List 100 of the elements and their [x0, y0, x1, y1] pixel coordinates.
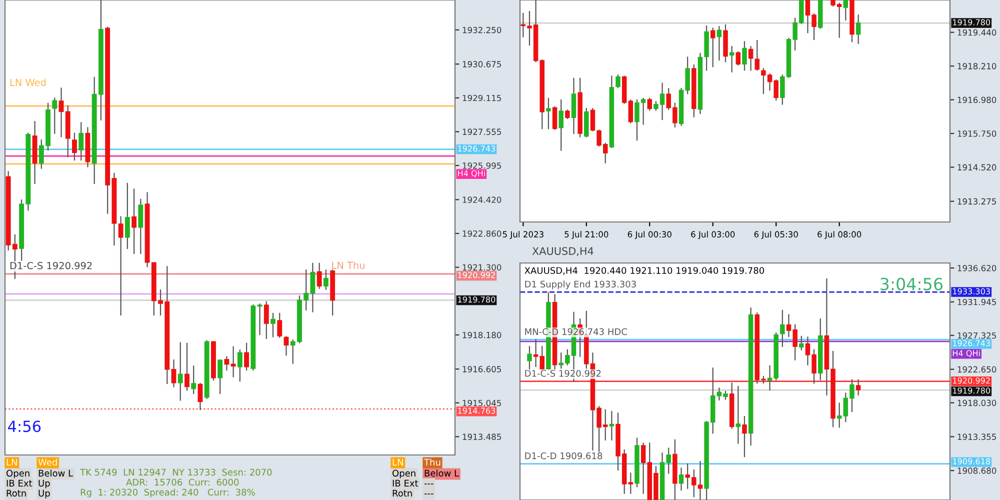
y-tick-label: 1908.680 — [958, 468, 996, 474]
text: Rotn — [392, 490, 412, 497]
text: Wed — [38, 458, 57, 466]
y-tick-label: 1930.675 — [462, 61, 501, 68]
candlestick — [628, 472, 634, 494]
candlestick — [72, 132, 77, 161]
candlestick — [558, 99, 564, 151]
candlestick — [218, 360, 223, 394]
y-tick-label: 1922.650 — [958, 366, 996, 373]
annotation: 4:56 — [8, 420, 41, 432]
x-tick-label: 5 Jul 21:00 — [564, 231, 608, 240]
ref-line-label: 1933.303 — [953, 288, 990, 294]
candlestick — [856, 14, 861, 44]
candlestick — [237, 350, 242, 382]
annotation: MN-C-D 1926.743 HDC — [525, 328, 627, 336]
text: Below L — [424, 470, 460, 477]
candlestick — [742, 41, 747, 71]
ref-line-label: 1914.763 — [458, 408, 496, 414]
x-tick-label: 6 Jul 03:00 — [691, 231, 735, 240]
y-tick-label: 1913.275 — [958, 198, 996, 205]
candlestick — [729, 46, 734, 72]
text: TK 5749 LN 12947 NY 13733 Sesn: 2070 — [80, 468, 272, 476]
y-tick-label: 1918.030 — [958, 400, 996, 406]
y-tick-label: 1916.980 — [958, 96, 996, 104]
text: Rg 1: 20320 Spread: 240 Curr: 38% — [80, 488, 255, 498]
ref-line-label: 1920.992 — [458, 272, 495, 278]
candlestick — [843, 0, 848, 21]
candlestick — [323, 270, 328, 290]
text: Up — [38, 480, 50, 488]
candlestick — [742, 416, 747, 458]
ref-line-label: H4 QHi — [952, 350, 980, 358]
candlestick — [736, 51, 741, 66]
ref-line-label: 1919.780 — [458, 296, 496, 303]
ref-line-label: H4 QHi — [458, 170, 485, 178]
text: Rotn — [6, 490, 26, 497]
annotation: D1-C-S 1920.992 — [525, 370, 601, 377]
annotation: XAUUSD,H4 1920.440 1921.110 1919.040 1919.780 — [524, 267, 764, 275]
text: LN — [6, 458, 17, 466]
annotation: LN Thu — [332, 261, 364, 269]
x-tick-label: 6 Jul 05:30 — [754, 231, 798, 240]
annotation: D1-C-D 1909.618 — [525, 452, 602, 460]
y-tick-label: 1913.355 — [958, 434, 996, 440]
candlestick — [118, 216, 124, 316]
candlestick — [609, 410, 614, 440]
ref-line-label: 1919.780 — [953, 388, 990, 394]
ref-line-label: 1920.992 — [953, 378, 990, 384]
x-tick-label: 6 Jul 08:00 — [818, 231, 862, 240]
y-tick-label: 1932.250 — [462, 26, 502, 34]
ref-line-label: 1919.780 — [953, 19, 990, 26]
candlestick — [647, 98, 652, 111]
candlestick — [244, 342, 250, 371]
y-tick-label: 1927.325 — [958, 332, 996, 339]
candlestick — [780, 310, 785, 347]
y-tick-label: 1913.485 — [462, 434, 501, 440]
candlestick — [856, 379, 861, 396]
candlestick — [316, 262, 322, 289]
candlestick — [184, 342, 190, 391]
text: Thu — [424, 458, 440, 466]
candlestick — [310, 262, 316, 312]
candlestick — [678, 468, 684, 491]
candlestick — [628, 99, 634, 124]
x-tick-label: 6 Jul 00:30 — [628, 231, 672, 240]
text: Open — [392, 470, 416, 478]
candlestick — [138, 198, 144, 254]
candlestick — [198, 382, 203, 410]
text: IB Ext — [6, 480, 32, 486]
candlestick — [124, 182, 130, 249]
y-tick-label: 1916.605 — [462, 366, 501, 372]
y-tick-label: 1922.860 — [462, 230, 502, 237]
candlestick — [533, 339, 538, 368]
text: LN — [392, 458, 403, 466]
text: ADR: 15706 Curr: 6000 — [126, 478, 239, 486]
candlestick — [52, 98, 58, 134]
candlestick — [640, 442, 646, 494]
candlestick — [284, 336, 289, 356]
candlestick — [277, 312, 282, 338]
candlestick — [270, 312, 276, 338]
annotation: 3:04:56 — [880, 278, 942, 290]
ref-line-label: 1926.743 — [953, 340, 990, 346]
ref-line-label: 1926.743 — [458, 146, 496, 152]
annotation: LN Wed — [10, 78, 46, 86]
y-tick-label: 1918.180 — [462, 332, 502, 338]
candlestick — [224, 356, 230, 371]
y-tick-label: 1927.555 — [462, 128, 501, 135]
candlestick — [171, 360, 176, 388]
candlestick — [257, 304, 262, 336]
candlestick — [230, 346, 236, 378]
candlestick — [78, 122, 84, 161]
candlestick — [799, 336, 804, 350]
annotation: D1 Supply End 1933.303 — [525, 280, 636, 290]
candlestick — [132, 188, 137, 254]
candlestick — [58, 88, 64, 138]
candlestick — [571, 78, 576, 134]
candlestick — [716, 26, 722, 61]
candlestick — [191, 366, 196, 394]
candlestick — [616, 74, 620, 88]
text: Open — [6, 470, 30, 478]
text: Up — [38, 490, 50, 498]
x-tick-label: 5 Jul 2023 — [502, 231, 544, 240]
text: IB Ext — [392, 480, 418, 486]
